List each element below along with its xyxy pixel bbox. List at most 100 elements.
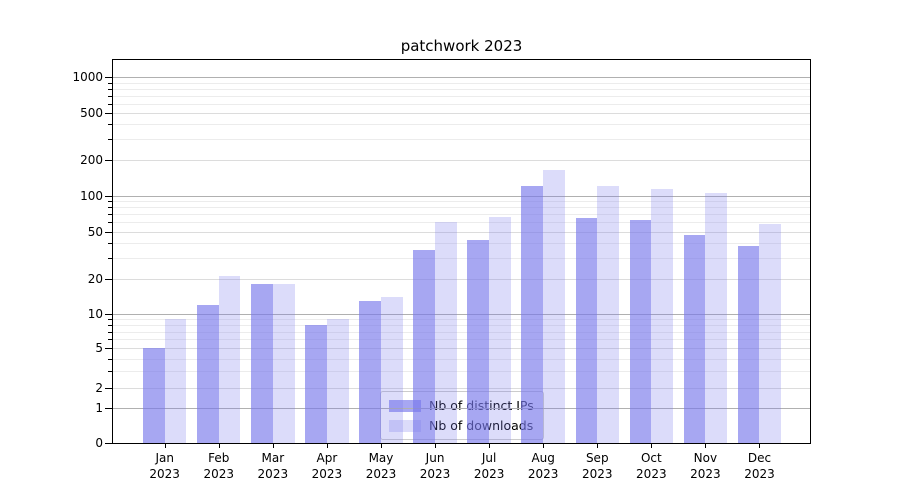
y-minor-tick (108, 139, 112, 141)
x-tick-year: 2023 (581, 467, 613, 481)
x-tick-label: Apr 2023 (297, 450, 357, 482)
x-tick (651, 444, 653, 448)
bar-downloads-may-2023 (380, 296, 403, 443)
plot-area: Nb of distinct IPs Nb of downloads (112, 59, 811, 444)
x-tick (543, 444, 545, 448)
gridline-minor (113, 242, 810, 244)
x-tick (326, 444, 328, 448)
x-tick-label: Jul 2023 (459, 450, 519, 482)
y-minor-tick (108, 348, 112, 350)
x-tick-label: Nov 2023 (675, 450, 735, 482)
y-minor-tick (108, 242, 112, 244)
bar-distinct-ips-sep-2023 (575, 218, 598, 443)
bar-downloads-jul-2023 (489, 217, 511, 443)
y-minor-tick (108, 82, 112, 84)
gridline (113, 112, 810, 114)
y-tick (105, 195, 112, 197)
x-tick (164, 444, 166, 448)
y-tick-label: 50 (87, 224, 103, 239)
y-minor-tick (108, 112, 112, 114)
x-tick (272, 444, 274, 448)
legend-item-downloads: Nb of downloads (389, 418, 534, 433)
x-tick-year: 2023 (636, 467, 667, 481)
bar-downloads-aug-2023 (543, 170, 565, 443)
gridline-minor (113, 201, 810, 203)
y-tick (105, 408, 112, 410)
y-tick (105, 313, 112, 315)
legend-item-distinct-ips: Nb of distinct IPs (389, 398, 534, 413)
x-tick-year: 2023 (311, 467, 343, 481)
bar-downloads-oct-2023 (651, 189, 674, 443)
gridline-minor (113, 358, 810, 360)
x-tick-month: Jan (155, 451, 174, 465)
downloads-swatch-icon (389, 419, 421, 432)
y-minor-tick (108, 124, 112, 126)
bar-distinct-ips-mar-2023 (251, 284, 273, 443)
x-tick-year: 2023 (365, 467, 397, 481)
gridline (113, 387, 810, 389)
x-tick-year: 2023 (257, 467, 289, 481)
x-tick-month: Aug (531, 451, 555, 465)
bar-distinct-ips-jan-2023 (143, 348, 165, 443)
y-tick-label: 20 (87, 271, 103, 286)
y-minor-tick (108, 319, 112, 321)
y-minor-tick (108, 88, 112, 90)
y-minor-tick (108, 331, 112, 333)
y-minor-tick (108, 95, 112, 97)
bar-downloads-jan-2023 (164, 319, 187, 443)
gridline-minor (113, 95, 810, 97)
gridline-minor (113, 319, 810, 321)
bar-distinct-ips-dec-2023 (737, 245, 760, 443)
y-tick (105, 443, 112, 444)
bar-distinct-ips-nov-2023 (683, 234, 706, 443)
y-minor-tick (108, 278, 112, 280)
gridline-minor (113, 257, 810, 259)
x-tick-label: Mar 2023 (243, 450, 303, 482)
gridline (113, 278, 810, 280)
x-tick-month: Jul (481, 451, 497, 465)
gridline-major (113, 195, 810, 197)
y-minor-tick (108, 325, 112, 327)
x-tick-month: Dec (747, 451, 772, 465)
x-tick-label: May 2023 (351, 450, 411, 482)
x-tick-month: May (368, 451, 394, 465)
y-minor-tick (108, 214, 112, 216)
y-tick-label: 10 (87, 306, 103, 321)
bar-downloads-apr-2023 (326, 319, 349, 443)
x-tick-label: Feb 2023 (189, 450, 249, 482)
x-tick-year: 2023 (744, 467, 775, 481)
gridline-minor (113, 103, 810, 105)
x-tick (759, 444, 761, 448)
x-tick-year: 2023 (527, 467, 559, 481)
x-tick-label: Jan 2023 (135, 450, 195, 482)
x-tick-month: Jun (425, 451, 445, 465)
gridline-minor (113, 88, 810, 90)
gridline-minor (113, 222, 810, 224)
bar-downloads-feb-2023 (218, 276, 241, 443)
gridline-major (113, 313, 810, 315)
y-minor-tick (108, 231, 112, 233)
y-minor-tick (108, 257, 112, 259)
x-tick-month: Feb (208, 451, 230, 465)
gridline-minor (113, 325, 810, 327)
y-minor-tick (108, 103, 112, 105)
x-tick-year: 2023 (149, 467, 180, 481)
bar-downloads-jun-2023 (435, 222, 457, 443)
x-tick (435, 444, 437, 448)
legend: Nb of distinct IPs Nb of downloads (380, 391, 544, 440)
bar-distinct-ips-feb-2023 (197, 304, 219, 443)
y-tick-label: 500 (80, 105, 103, 120)
bar-distinct-ips-jul-2023 (467, 240, 490, 443)
y-minor-tick (108, 222, 112, 224)
bar-downloads-nov-2023 (705, 193, 728, 443)
y-tick-label: 1 (95, 401, 103, 416)
bar-distinct-ips-may-2023 (359, 300, 381, 443)
x-tick-month: Sep (585, 451, 609, 465)
y-minor-tick (108, 358, 112, 360)
x-tick-year: 2023 (203, 467, 235, 481)
x-tick-year: 2023 (690, 467, 721, 481)
y-minor-tick (108, 160, 112, 162)
bar-downloads-sep-2023 (597, 186, 619, 443)
y-minor-tick (108, 371, 112, 373)
